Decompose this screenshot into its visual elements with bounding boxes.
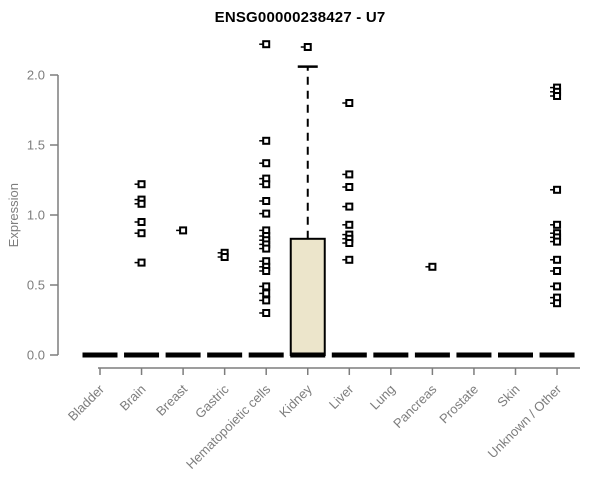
outlier-point [345,99,354,107]
category-label: Unknown / Other [485,381,565,461]
median-bar [248,352,284,358]
outlier-point [553,282,562,291]
outlier-point [262,180,271,189]
median-bar [414,352,450,358]
outlier-point [262,309,271,317]
category-label: Liver [326,381,357,412]
outlier-point [345,170,354,179]
outlier-point [345,239,354,247]
outlier-point [262,40,271,49]
category-label: Skin [494,382,522,410]
outlier-point [553,237,562,246]
outlier-point [428,262,437,271]
category-label: Pancreas [390,381,440,431]
outlier-point [345,220,354,229]
outlier-point [553,92,562,100]
y-tick-label: 0.5 [27,278,45,293]
outlier-point [553,185,562,194]
box [289,237,326,356]
category-label: Gastric [192,381,232,421]
median-bar [165,352,201,358]
outlier-point [137,258,146,267]
outlier-point [262,267,271,275]
outlier-point [137,218,146,226]
outlier-point [262,282,271,291]
median-bar [207,352,243,358]
outlier-point [303,43,312,51]
outlier-point [137,229,146,238]
category-label: Brain [117,382,149,414]
chart-title: ENSG00000238427 - U7 [214,9,386,26]
outlier-point [262,159,271,168]
outlier-point [179,226,188,235]
outlier-point [553,220,562,229]
y-tick-label: 1.0 [27,208,45,223]
outlier-point [262,244,271,253]
outlier-point [262,136,271,145]
outlier-point [262,289,271,298]
outlier-point [262,197,271,205]
median-bar [82,352,118,358]
median-bar [498,352,533,358]
outlier-point [553,267,562,275]
median-bar [124,352,160,358]
outlier-point [262,209,271,218]
y-tick-label: 1.5 [27,138,45,153]
category-label: Bladder [65,381,108,424]
outlier-point [137,180,146,189]
y-tick-label: 0.0 [27,348,45,363]
outlier-point [553,255,562,264]
category-label: Kidney [276,381,315,420]
median-bar [373,352,409,358]
median-bar [539,352,575,358]
outlier-point [345,202,354,211]
outlier-point [345,255,354,264]
category-label: Lung [367,382,398,413]
outlier-point [553,299,562,308]
outlier-point [345,183,354,191]
outlier-point [137,199,146,208]
median-bar [331,352,367,358]
category-label: Prostate [436,382,481,427]
outlier-point [220,253,229,261]
outlier-point [262,296,271,305]
median-bar [290,352,326,358]
y-tick-label: 2.0 [27,68,45,83]
category-label: Breast [153,381,190,418]
median-bar [456,352,492,358]
